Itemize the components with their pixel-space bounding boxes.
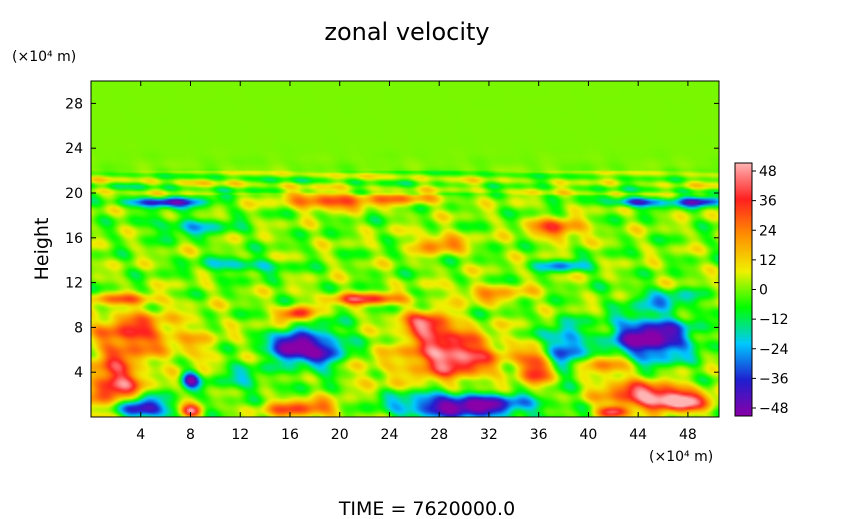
plot-border [90, 80, 720, 418]
colorbar-tick-label: 36 [759, 194, 777, 210]
x-tick-label: 20 [331, 427, 349, 443]
x-tick-label: 16 [281, 427, 299, 443]
y-tick-label: 8 [74, 320, 83, 336]
y-tick-label: 28 [65, 96, 83, 112]
velocity-heatmap [91, 81, 719, 417]
x-tick-label: 48 [679, 427, 697, 443]
x-tick-label: 28 [430, 427, 448, 443]
y-tick-label: 16 [65, 231, 83, 247]
colorbar-tick-label: −12 [759, 312, 789, 328]
y-axis-ticks: 4 8 12 16 20 24 28 [65, 96, 719, 381]
y-unit-label: (×10⁴ m) [12, 49, 76, 65]
y-axis-label: Height [31, 218, 53, 281]
x-tick-label: 36 [530, 427, 548, 443]
colorbar-gradient [735, 163, 752, 416]
colorbar-ticks: 48 36 24 12 0 −12 −24 −36 −48 [752, 164, 789, 417]
y-tick-label: 12 [65, 276, 83, 292]
x-tick-label: 32 [480, 427, 498, 443]
y-tick-label: 4 [74, 365, 83, 381]
x-tick-label: 4 [136, 427, 145, 443]
colorbar-tick-label: −24 [759, 342, 789, 358]
x-tick-label: 40 [580, 427, 598, 443]
colorbar-tick-label: 12 [759, 253, 777, 269]
heatmap-plot-area [90, 80, 720, 418]
colorbar-tick-label: 0 [759, 283, 768, 299]
chart-title: zonal velocity [324, 18, 489, 46]
y-tick-label: 20 [65, 186, 83, 202]
colorbar: 48 36 24 12 0 −12 −24 −36 −48 [734, 162, 789, 417]
colorbar-tick-label: −48 [759, 401, 789, 417]
time-footer: TIME = 7620000.0 [338, 498, 515, 519]
colorbar-tick-label: 48 [759, 164, 777, 180]
y-tick-label: 24 [65, 141, 83, 157]
x-tick-label: 8 [186, 427, 195, 443]
x-tick-label: 44 [629, 427, 647, 443]
colorbar-tick-label: 24 [759, 223, 777, 239]
x-tick-label: 24 [381, 427, 399, 443]
colorbar-tick-label: −36 [759, 371, 789, 387]
x-unit-label: (×10⁴ m) [649, 449, 713, 465]
x-tick-label: 12 [231, 427, 249, 443]
x-axis-ticks: 4 8 12 16 20 24 28 32 36 40 44 48 [136, 81, 697, 443]
